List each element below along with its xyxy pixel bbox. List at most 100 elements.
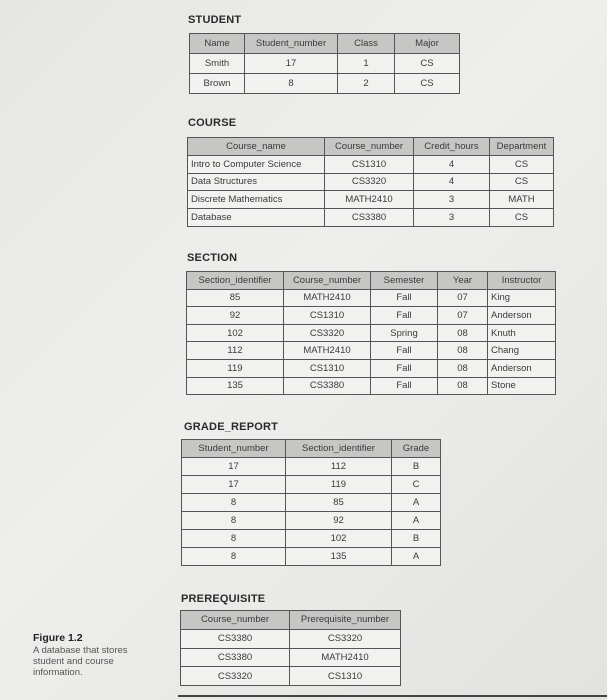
table-row: 92 CS1310 Fall 07 Anderson [186,306,556,325]
table-cell: Data Structures [187,172,325,192]
column-header: Course_number [324,137,414,156]
table-cell: CS1310 [283,306,371,325]
table-row: Brown 8 2 CS [189,73,460,94]
table-cell: CS1310 [283,358,371,378]
table-cell: A [391,547,441,566]
table-cell: 07 [437,288,488,308]
table-cell: Fall [370,376,438,396]
prerequisite-header-row: Course_number Prerequisite_number [180,610,401,630]
student-table: Name Student_number Class Major Smith 17 1 CS Br… [189,33,460,94]
table-cell: Fall [370,358,438,378]
table-cell: Brown [189,73,245,94]
table-cell: 135 [285,547,392,566]
table-cell: Database [187,208,325,227]
table-cell: 3 [413,208,490,227]
column-header: Year [437,271,488,290]
figure-caption: Figure 1.2 A database that stores studen… [33,633,158,679]
table-row: 102 CS3320 Spring 08 Knuth [186,323,556,343]
table-cell: Spring [370,323,438,343]
table-cell: CS [394,73,460,94]
table-cell: CS [394,53,460,74]
table-cell: 135 [186,376,284,396]
student-title: STUDENT [188,14,242,26]
table-cell: B [391,457,441,476]
table-cell: CS1310 [289,666,401,687]
table-cell: MATH2410 [324,190,414,210]
table-row: 8 85 A [181,493,441,512]
table-cell: CS3380 [180,647,290,668]
table-cell: MATH2410 [289,647,401,668]
table-cell: 8 [181,547,286,566]
course-title: COURSE [188,117,237,129]
table-cell: 8 [244,73,338,94]
table-cell: CS3380 [180,628,290,649]
table-cell: A [391,493,441,512]
grade-report-table: Student_number Section_identifier Grade 17 1… [181,439,441,566]
table-cell: 119 [186,358,284,378]
table-cell: 102 [186,323,284,343]
table-row: Data Structures CS3320 4 CS [187,172,554,192]
course-header-row: Course_name Course_number Credit_hours Depa… [187,137,554,156]
column-header: Grade [391,439,441,458]
student-header-row: Name Student_number Class Major [189,33,460,54]
column-header: Student_number [244,33,338,54]
table-cell: 8 [181,493,286,512]
figure-caption-text: A database that stores student and cours… [33,645,128,678]
table-row: CS3380 CS3320 [180,628,401,649]
table-cell: CS3320 [289,628,401,649]
table-cell: B [391,529,441,548]
table-cell: 08 [437,323,488,343]
table-cell: 17 [244,53,338,74]
column-header: Class [337,33,395,54]
table-cell: CS [489,172,554,192]
table-cell: 92 [285,511,392,530]
table-cell: 92 [186,306,284,325]
section-title: SECTION [187,252,238,264]
table-cell: Knuth [487,323,556,343]
table-cell: CS3380 [283,376,371,396]
table-row: CS3320 CS1310 [180,666,401,687]
table-cell: CS [489,154,554,174]
table-cell: 2 [337,73,395,94]
table-cell: Anderson [487,306,556,325]
table-cell: MATH2410 [283,288,371,308]
table-cell: 8 [181,529,286,548]
table-cell: 112 [285,457,392,476]
column-header: Major [394,33,460,54]
table-cell: CS3320 [180,666,290,687]
table-cell: 3 [413,190,490,210]
table-cell: CS1310 [324,154,414,174]
table-row: 17 119 C [181,475,441,494]
table-row: Database CS3380 3 CS [187,208,554,227]
table-cell: CS [489,208,554,227]
table-cell: 112 [186,341,284,360]
column-header: Prerequisite_number [289,610,401,630]
table-cell: 17 [181,475,286,494]
table-cell: 1 [337,53,395,74]
table-row: 85 MATH2410 Fall 07 King [186,288,556,308]
table-cell: 85 [285,493,392,512]
column-header: Student_number [181,439,286,458]
column-header: Course_number [180,610,290,630]
table-cell: 08 [437,341,488,360]
table-cell: Discrete Mathematics [187,190,325,210]
table-row: 8 92 A [181,511,441,530]
table-cell: Intro to Computer Science [187,154,325,174]
table-cell: CS3380 [324,208,414,227]
table-cell: King [487,288,556,308]
table-cell: 17 [181,457,286,476]
table-cell: Stone [487,376,556,396]
table-cell: 08 [437,376,488,396]
table-cell: 85 [186,288,284,308]
table-cell: 102 [285,529,392,548]
table-cell: Anderson [487,358,556,378]
bottom-rule [178,695,607,697]
table-cell: A [391,511,441,530]
table-cell: MATH [489,190,554,210]
table-cell: C [391,475,441,494]
table-cell: Fall [370,341,438,360]
table-cell: Smith [189,53,245,74]
table-cell: 07 [437,306,488,325]
grade-report-title: GRADE_REPORT [184,421,279,433]
table-cell: 4 [413,154,490,174]
